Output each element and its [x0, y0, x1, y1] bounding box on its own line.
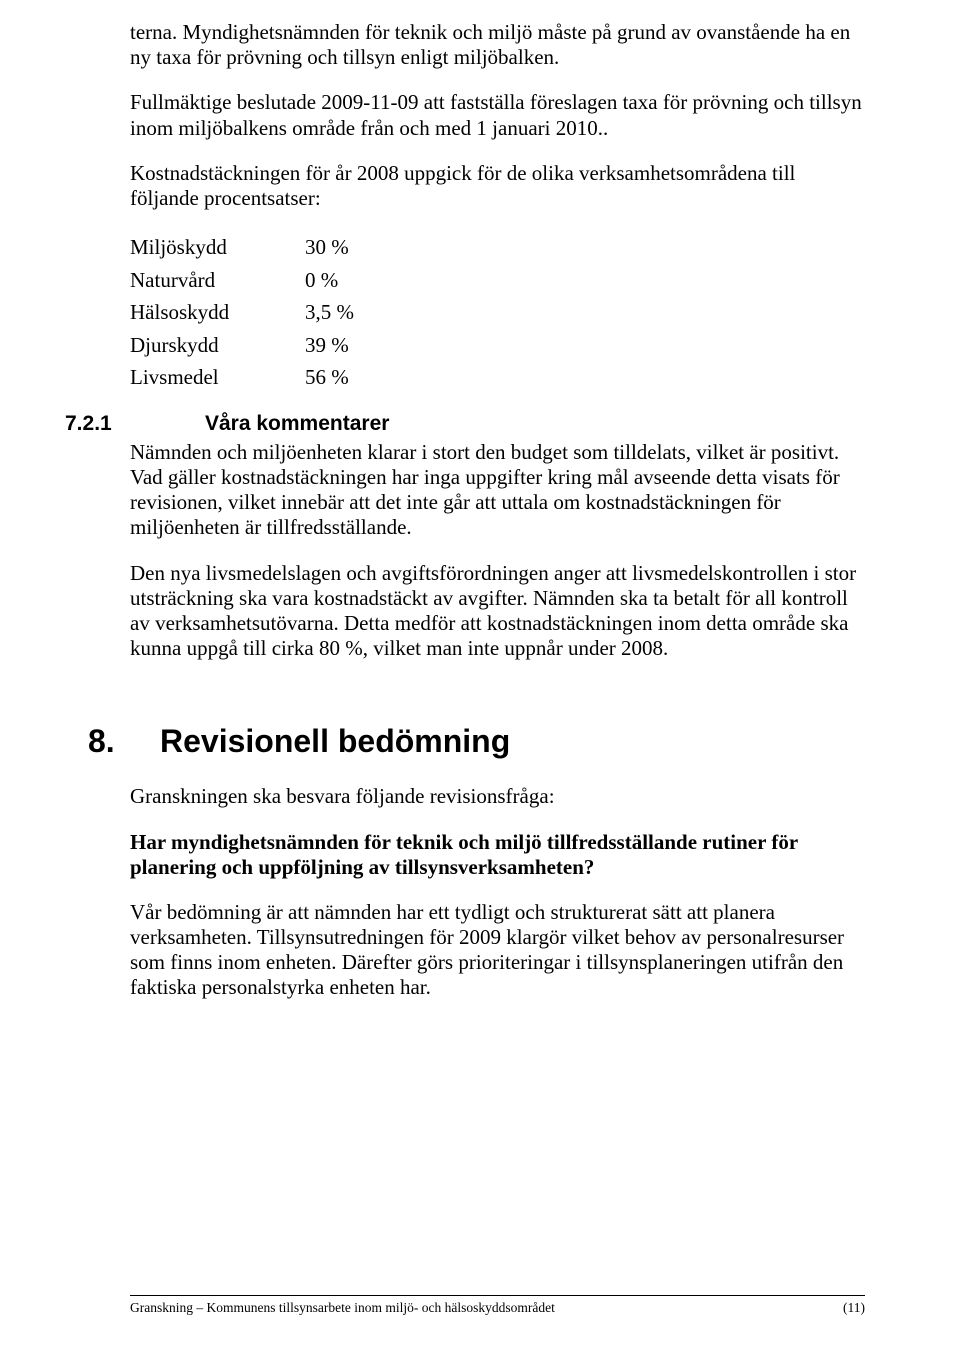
table-row: Miljöskydd 30 %	[130, 231, 865, 264]
paragraph: Den nya livsmedelslagen och avgiftsföror…	[130, 561, 865, 662]
section-title: Revisionell bedömning	[160, 723, 510, 760]
table-cell-value: 56 %	[305, 361, 405, 394]
table-cell-value: 0 %	[305, 264, 405, 297]
table-cell-category: Naturvård	[130, 264, 305, 297]
table-row: Hälsoskydd 3,5 %	[130, 296, 865, 329]
subsection-heading: 7.2.1 Våra kommentarer	[65, 412, 865, 436]
paragraph: terna. Myndighetsnämnden för teknik och …	[130, 0, 865, 70]
table-cell-value: 39 %	[305, 329, 405, 362]
paragraph: Granskningen ska besvara följande revisi…	[130, 784, 865, 809]
page-number: (11)	[843, 1300, 865, 1316]
page-footer: Granskning – Kommunens tillsynsarbete in…	[130, 1295, 865, 1316]
paragraph: Fullmäktige beslutade 2009-11-09 att fas…	[130, 90, 865, 140]
subsection-title: Våra kommentarer	[205, 412, 389, 436]
paragraph: Nämnden och miljöenheten klarar i stort …	[130, 440, 865, 541]
bold-question: Har myndighetsnämnden för teknik och mil…	[130, 830, 865, 880]
coverage-table: Miljöskydd 30 % Naturvård 0 % Hälsoskydd…	[130, 231, 865, 394]
table-cell-value: 3,5 %	[305, 296, 405, 329]
table-row: Livsmedel 56 %	[130, 361, 865, 394]
table-row: Naturvård 0 %	[130, 264, 865, 297]
paragraph: Vår bedömning är att nämnden har ett tyd…	[130, 900, 865, 1001]
section-heading: 8. Revisionell bedömning	[88, 723, 865, 760]
table-cell-category: Djurskydd	[130, 329, 305, 362]
table-cell-category: Hälsoskydd	[130, 296, 305, 329]
footer-text: Granskning – Kommunens tillsynsarbete in…	[130, 1300, 555, 1316]
table-cell-value: 30 %	[305, 231, 405, 264]
table-cell-category: Miljöskydd	[130, 231, 305, 264]
document-page: terna. Myndighetsnämnden för teknik och …	[0, 0, 960, 1360]
table-cell-category: Livsmedel	[130, 361, 305, 394]
subsection-number: 7.2.1	[65, 412, 130, 436]
paragraph: Kostnadstäckningen för år 2008 uppgick f…	[130, 161, 865, 211]
section-number: 8.	[88, 723, 160, 760]
table-row: Djurskydd 39 %	[130, 329, 865, 362]
